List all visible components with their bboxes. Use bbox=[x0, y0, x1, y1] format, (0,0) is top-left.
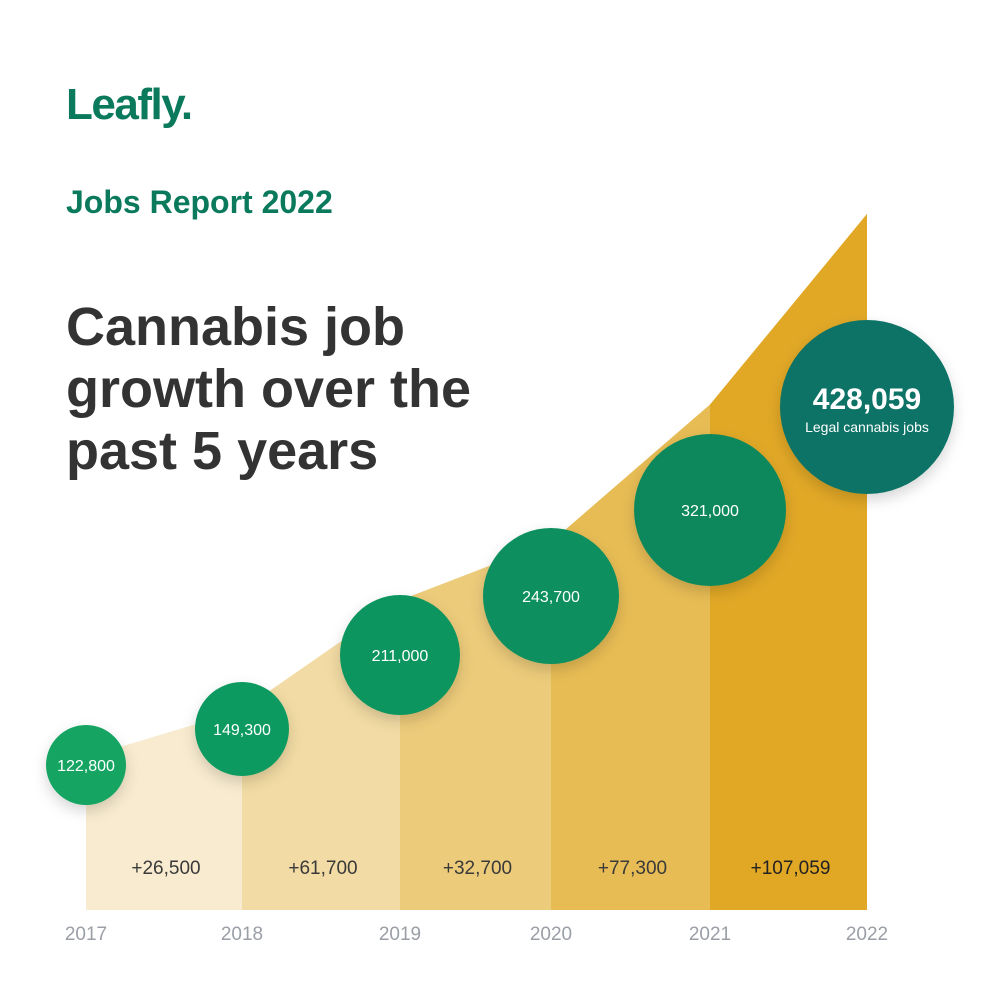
bubble-circle bbox=[340, 595, 460, 715]
x-tick-label: 2022 bbox=[846, 924, 888, 945]
bubble-circle bbox=[483, 528, 619, 664]
data-point-bubble-2017: 122,800 bbox=[46, 725, 126, 805]
bubble-circle bbox=[634, 434, 786, 586]
data-point-bubble-2022: 428,059 Legal cannabis jobs bbox=[780, 320, 954, 494]
increment-label: +61,700 bbox=[288, 858, 357, 879]
x-tick-label: 2020 bbox=[530, 924, 572, 945]
bubble-value-label: 149,300 bbox=[213, 722, 271, 739]
x-tick-label: 2021 bbox=[689, 924, 731, 945]
bubble-circle bbox=[780, 320, 954, 494]
x-tick-label: 2019 bbox=[379, 924, 421, 945]
x-tick-label: 2017 bbox=[65, 924, 107, 945]
bubble-value-label: 428,059 bbox=[813, 383, 921, 416]
increment-label: +107,059 bbox=[751, 858, 831, 879]
data-point-bubble-2020: 243,700 bbox=[483, 528, 619, 664]
increment-label: +77,300 bbox=[598, 858, 667, 879]
increment-label: +26,500 bbox=[131, 858, 200, 879]
bubble-circle bbox=[46, 725, 126, 805]
data-point-bubble-2019: 211,000 bbox=[340, 595, 460, 715]
bubble-caption: Legal cannabis jobs bbox=[805, 419, 929, 435]
bubble-value-label: 122,800 bbox=[57, 758, 115, 775]
x-tick-label: 2018 bbox=[221, 924, 263, 945]
bubble-circle bbox=[195, 682, 289, 776]
bubble-value-label: 211,000 bbox=[372, 648, 429, 665]
bubble-value-label: 321,000 bbox=[681, 503, 739, 520]
bubble-value-label: 243,700 bbox=[522, 589, 580, 606]
increment-label: +32,700 bbox=[443, 858, 512, 879]
logo: Leafly. bbox=[66, 80, 193, 129]
data-point-bubble-2021: 321,000 bbox=[634, 434, 786, 586]
data-point-bubble-2018: 149,300 bbox=[195, 682, 289, 776]
report-subtitle: Jobs Report 2022 bbox=[66, 184, 333, 220]
chart-title: Cannabis job growth over the past 5 year… bbox=[66, 297, 472, 481]
